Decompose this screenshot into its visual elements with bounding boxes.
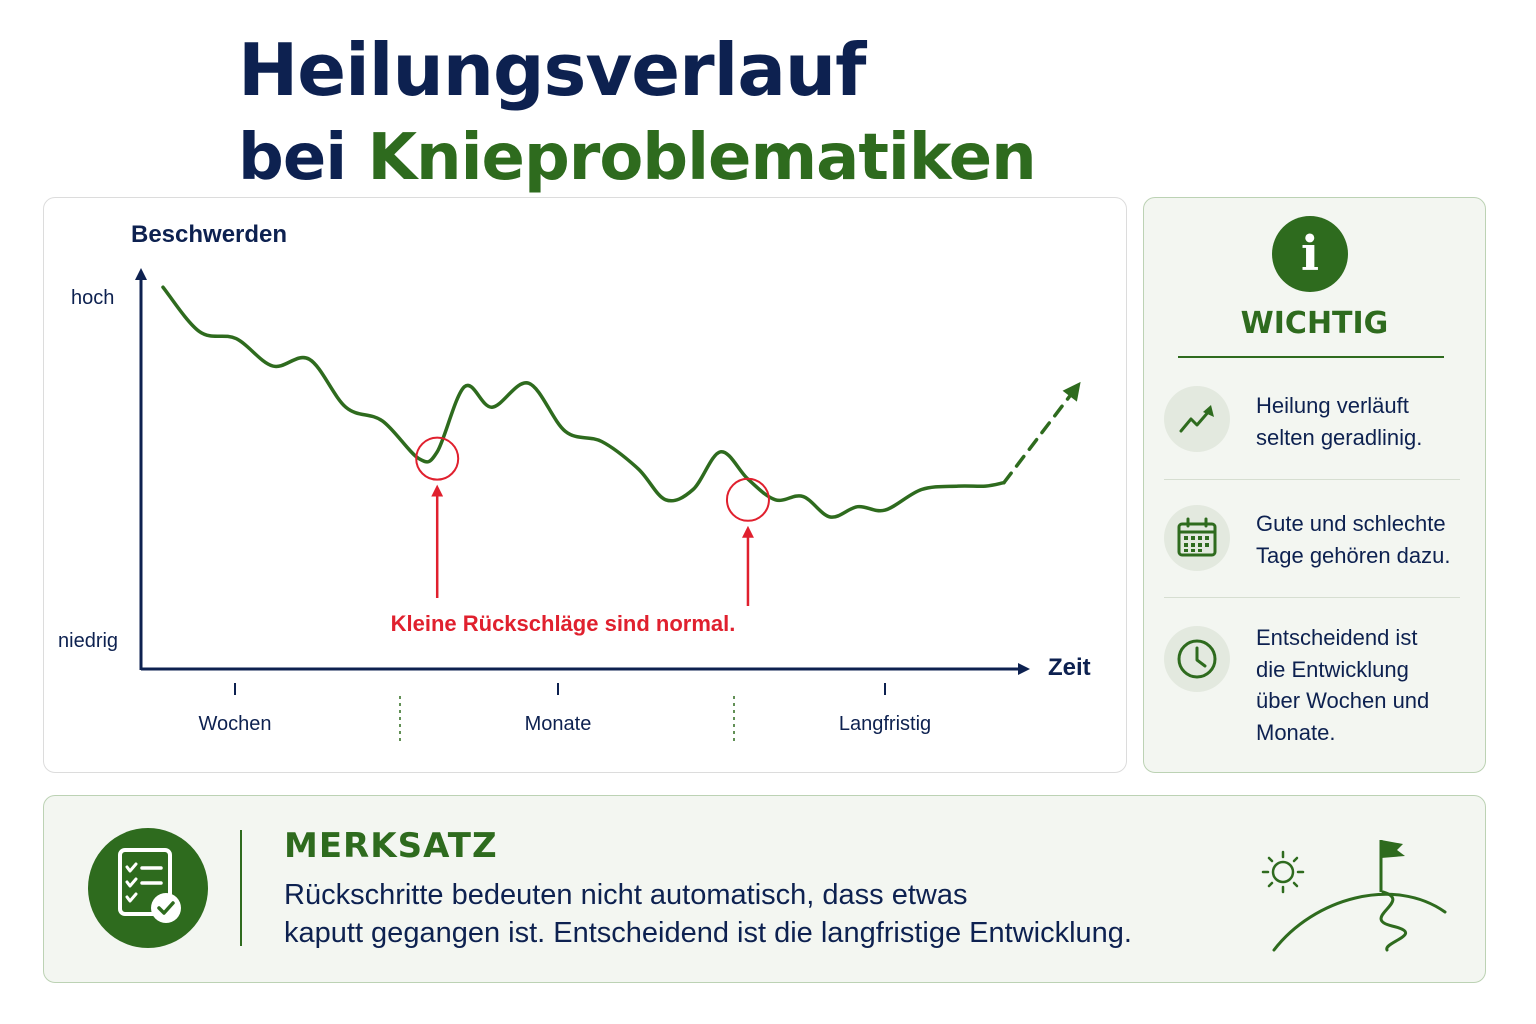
hill-icon [1272, 892, 1447, 952]
info-panel: i WICHTIG Heilung verläuft selten geradl… [1143, 197, 1486, 773]
sun-icon [1261, 850, 1305, 894]
merksatz-divider [240, 830, 242, 946]
info-icon: i [1272, 216, 1348, 292]
calendar-icon [1164, 505, 1230, 571]
path-icon [1379, 890, 1408, 952]
trend-up-icon [1164, 386, 1230, 452]
title-highlight: Knieproblematiken [367, 121, 1036, 195]
setback-circle [725, 477, 770, 522]
merksatz-text: Rückschritte bedeuten nicht automatisch,… [284, 879, 1132, 949]
setback-circle [415, 436, 460, 481]
checklist-icon [88, 828, 208, 948]
info-item-text: Entscheidend ist die Entwicklung über Wo… [1256, 625, 1430, 745]
healing-curve-projection [1002, 384, 1079, 485]
title-prefix: bei [238, 121, 368, 195]
hill-flag-illustration [1261, 840, 1447, 952]
phase-label-longterm: Langfristig [839, 713, 931, 735]
title-line-1: Heilungsverlauf [238, 28, 866, 112]
healing-curve [161, 285, 1006, 519]
setback-annotation: Kleine Rückschläge sind normal. [391, 611, 736, 636]
projection-arrowhead [1062, 381, 1081, 402]
info-item-text: Heilung verläuft selten geradlinig. [1256, 393, 1423, 450]
y-tick-low: niedrig [58, 630, 118, 652]
title-line-2: bei Knieproblematiken [238, 114, 1037, 202]
y-axis-label: Beschwerden [131, 221, 287, 248]
flag-icon [1379, 840, 1405, 892]
info-separator [1164, 479, 1460, 480]
page-title: Heilungsverlauf bei Knieproblematiken [238, 26, 1037, 202]
phase-label-months: Monate [525, 713, 592, 735]
info-title: WICHTIG [1240, 306, 1389, 341]
healing-chart: Beschwerden hoch niedrig Zeit Wochen Mon… [58, 221, 1091, 742]
merksatz-panel: MERKSATZ Rückschritte bedeuten nicht aut… [43, 795, 1486, 983]
x-axis-label: Zeit [1048, 654, 1091, 681]
info-item-text: Gute und schlechte Tage gehören dazu. [1256, 511, 1451, 568]
clock-icon [1164, 626, 1230, 692]
y-tick-high: hoch [71, 287, 114, 309]
phase-label-weeks: Wochen [198, 713, 271, 735]
chart-card: Beschwerden hoch niedrig Zeit Wochen Mon… [43, 197, 1127, 773]
info-separator [1164, 597, 1460, 598]
merksatz-title: MERKSATZ [284, 826, 498, 866]
info-divider [1178, 356, 1444, 358]
